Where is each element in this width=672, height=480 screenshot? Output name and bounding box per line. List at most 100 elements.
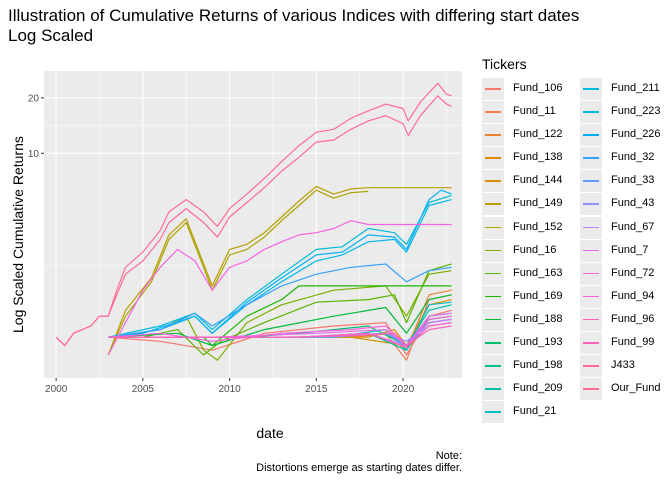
y-axis-label: Log Scaled Cumulative Returns (10, 136, 26, 333)
legend-label: Fund_67 (611, 220, 655, 233)
legend-key (580, 101, 602, 124)
legend-key (482, 170, 504, 193)
legend-label: Fund_32 (611, 151, 655, 164)
legend-swatch (485, 134, 501, 136)
legend-label: Fund_152 (513, 220, 563, 233)
legend-swatch (583, 388, 599, 390)
legend-swatch (583, 342, 599, 344)
legend-label: Fund_7 (611, 243, 649, 256)
x-tick-label: 2005 (132, 384, 155, 395)
legend-swatch (583, 157, 599, 159)
legend-swatch (583, 180, 599, 182)
legend-swatch (583, 203, 599, 205)
legend-swatch (485, 411, 501, 413)
legend-key (580, 124, 602, 147)
legend-swatch (485, 318, 501, 321)
legend-key (482, 285, 504, 308)
legend-swatch (583, 88, 599, 90)
legend-key (580, 216, 602, 239)
series-line-fund-99 (108, 325, 452, 347)
legend-swatch (583, 249, 599, 252)
axis-ticks: 2000 2005 2010 2015 2020 10 20 (28, 93, 415, 395)
legend-title: Tickers (482, 56, 527, 72)
legend-swatch (485, 388, 501, 390)
legend-swatch (583, 226, 599, 229)
series-lines (55, 82, 452, 361)
legend-swatch (485, 111, 501, 113)
x-tick-label: 2015 (305, 384, 328, 395)
legend-label: Fund_163 (513, 266, 563, 279)
legend-label: Fund_209 (513, 382, 563, 395)
note-text: Note: Distortions emerge as starting dat… (256, 450, 462, 474)
legend-key (482, 355, 504, 378)
legend-label: Fund_211 (611, 82, 660, 94)
legend-swatch (583, 111, 599, 113)
legend-key (482, 193, 504, 216)
legend-key (482, 101, 504, 124)
legend-label: Fund_94 (611, 289, 655, 302)
legend-key (482, 401, 504, 424)
x-tick-label: 2020 (392, 384, 415, 395)
y-tick-label: 20 (28, 93, 40, 104)
legend-key (482, 124, 504, 147)
legend-label: Fund_149 (513, 197, 563, 210)
legend-swatch (485, 157, 501, 159)
legend-swatch (485, 203, 501, 205)
legend-key (482, 308, 504, 331)
series-line-fund-163 (108, 263, 452, 356)
legend-swatch (485, 295, 501, 298)
legend-swatch (583, 272, 599, 275)
legend-swatch (485, 226, 501, 229)
legend-label: Fund_21 (513, 405, 557, 418)
legend-label: Fund_99 (611, 336, 655, 349)
series-line-fund-226 (108, 189, 452, 338)
y-tick-label: 10 (28, 149, 40, 160)
series-line-our-fund (55, 82, 452, 347)
legend-label: Fund_144 (513, 174, 563, 187)
series-line-fund-149 (107, 185, 452, 356)
legend-key (580, 285, 602, 308)
legend-swatch (485, 342, 501, 344)
legend-swatch (583, 295, 599, 298)
legend-label: Fund_106 (513, 82, 563, 94)
legend-label: Our_Fund (611, 382, 661, 395)
legend-key (580, 355, 602, 378)
legend-swatch (583, 318, 599, 321)
legend-key (580, 193, 602, 216)
legend-label: Fund_16 (513, 243, 557, 256)
legend-swatch (583, 134, 599, 136)
legend-label: Fund_96 (611, 312, 655, 325)
legend-label: Fund_198 (513, 359, 563, 372)
series-line-fund-72 (107, 220, 452, 356)
legend-key (482, 262, 504, 285)
legend-key (482, 147, 504, 170)
legend-key (482, 78, 504, 100)
legend-swatch (485, 180, 501, 182)
legend-key (580, 239, 602, 262)
legend-swatch (485, 88, 501, 90)
legend-label: Fund_122 (513, 128, 563, 141)
legend-label: Fund_223 (611, 105, 661, 118)
legend-label: Fund_169 (513, 289, 563, 302)
legend-swatch (583, 365, 599, 367)
legend-label: Fund_33 (611, 174, 655, 187)
legend-label: Fund_11 (513, 105, 556, 118)
legend-key (482, 239, 504, 262)
x-tick-label: 2010 (218, 384, 241, 395)
legend-swatch (485, 272, 501, 275)
legend-key (580, 332, 602, 355)
legend-key (580, 147, 602, 170)
legend-label: Fund_138 (513, 151, 563, 164)
chart-title: Illustration of Cumulative Returns of va… (8, 6, 580, 45)
legend-key (580, 262, 602, 285)
legend-swatch (485, 249, 501, 252)
legend-key (482, 216, 504, 239)
x-tick-label: 2000 (45, 384, 68, 395)
series-line-fund-152 (107, 189, 369, 356)
legend-label: Fund_188 (513, 312, 563, 325)
series-line-fund-32 (108, 263, 452, 338)
legend-label: J433 (611, 359, 635, 372)
series-line-fund-94 (108, 315, 452, 347)
legend-swatch (485, 365, 501, 367)
